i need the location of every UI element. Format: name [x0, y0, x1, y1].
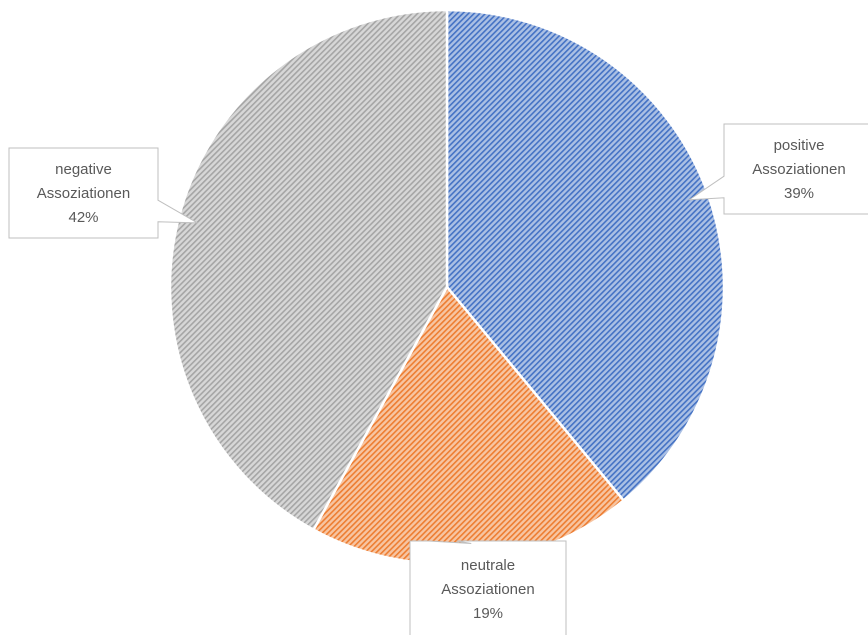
- data-label-category-line2: Assoziationen: [752, 161, 845, 178]
- data-label-box-positive: [687, 123, 868, 215]
- pie-slices: [168, 8, 726, 566]
- data-label-category-line2: Assoziationen: [37, 185, 130, 202]
- data-label-category-line1: neutrale: [461, 557, 515, 574]
- data-label-percent: 42%: [68, 209, 98, 226]
- data-labels: positive Assoziationen 39% neutrale Assoziat…: [8, 123, 868, 635]
- data-label-category-line1: positive: [774, 137, 825, 154]
- data-label-percent: 39%: [784, 185, 814, 202]
- data-label-box-negative: [8, 147, 198, 239]
- data-label-box-neutrale: [409, 540, 567, 635]
- data-label-category-line2: Assoziationen: [441, 581, 534, 598]
- data-label-percent: 19%: [473, 605, 503, 622]
- data-label-category-line1: negative: [55, 161, 112, 178]
